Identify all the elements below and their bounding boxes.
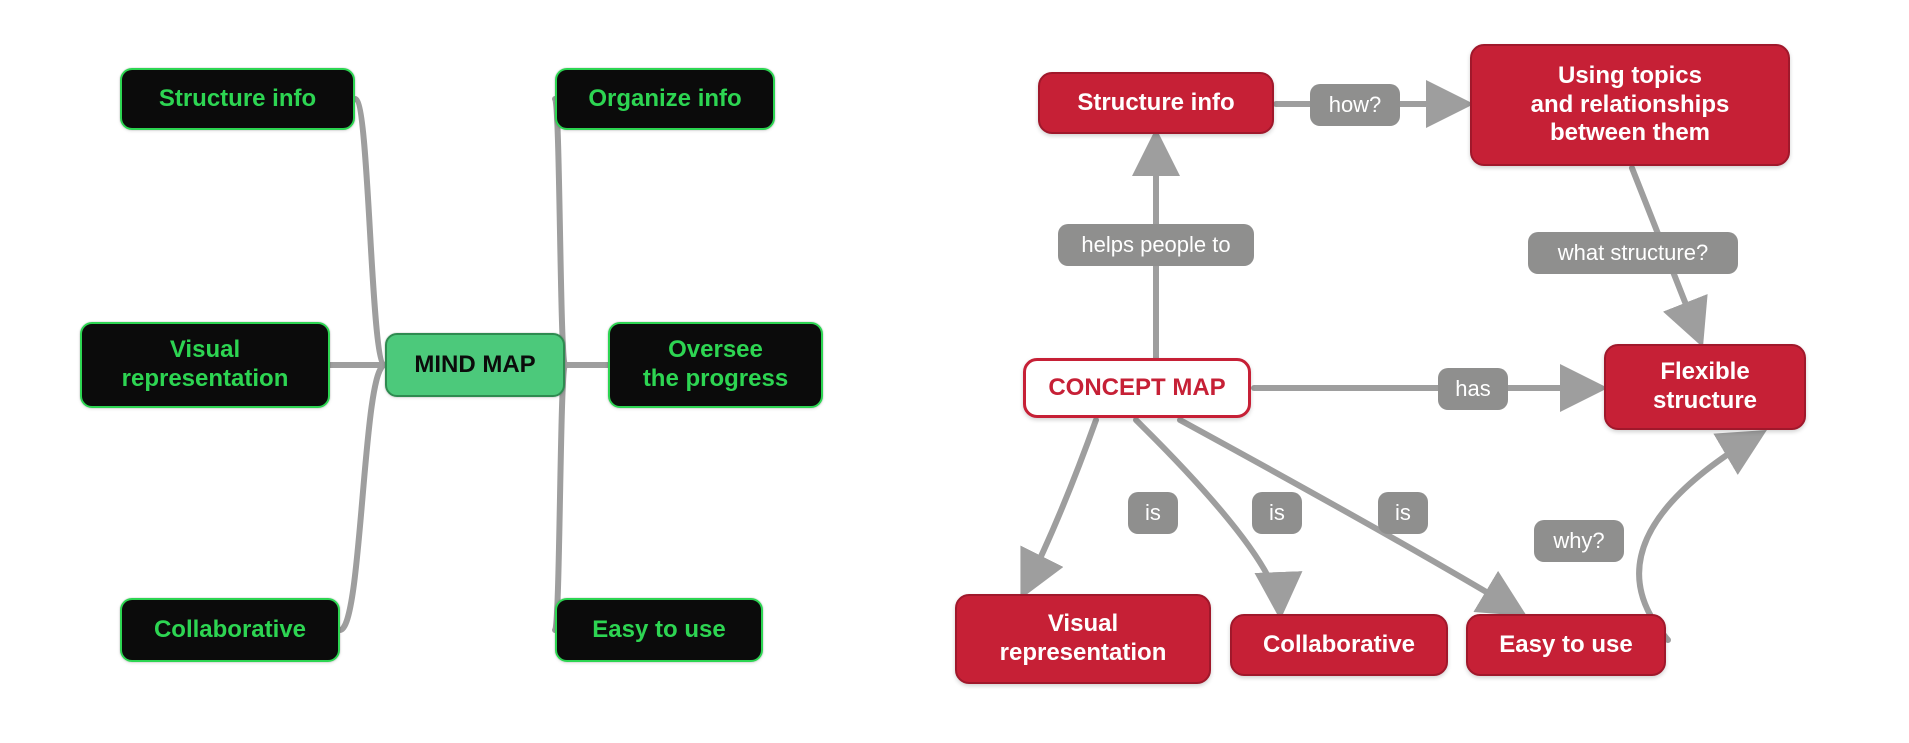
- conceptmap-node-structure-info: Structure info: [1038, 72, 1274, 134]
- mindmap-node-collaborative: Collaborative: [120, 598, 340, 662]
- conceptmap-label-what-structure: what structure?: [1528, 232, 1738, 274]
- conceptmap-node-collaborative: Collaborative: [1230, 614, 1448, 676]
- conceptmap-label-is-1: is: [1128, 492, 1178, 534]
- mindmap-node-structure-info: Structure info: [120, 68, 355, 130]
- conceptmap-node-using-topics: Using topics and relationships between t…: [1470, 44, 1790, 166]
- conceptmap-label-helps-people-to: helps people to: [1058, 224, 1254, 266]
- conceptmap-node-flexible-structure: Flexible structure: [1604, 344, 1806, 430]
- conceptmap-label-how: how?: [1310, 84, 1400, 126]
- conceptmap-label-is-2: is: [1252, 492, 1302, 534]
- diagram-canvas: MIND MAP Structure info Organize info Vi…: [0, 0, 1909, 743]
- mindmap-node-oversee-progress: Oversee the progress: [608, 322, 823, 408]
- mindmap-node-easy-to-use: Easy to use: [555, 598, 763, 662]
- mindmap-node-organize-info: Organize info: [555, 68, 775, 130]
- conceptmap-center: CONCEPT MAP: [1023, 358, 1251, 418]
- mindmap-center: MIND MAP: [385, 333, 565, 397]
- conceptmap-node-visual-representation: Visual representation: [955, 594, 1211, 684]
- conceptmap-node-easy-to-use: Easy to use: [1466, 614, 1666, 676]
- mindmap-node-visual-representation: Visual representation: [80, 322, 330, 408]
- conceptmap-label-why: why?: [1534, 520, 1624, 562]
- conceptmap-label-has: has: [1438, 368, 1508, 410]
- conceptmap-label-is-3: is: [1378, 492, 1428, 534]
